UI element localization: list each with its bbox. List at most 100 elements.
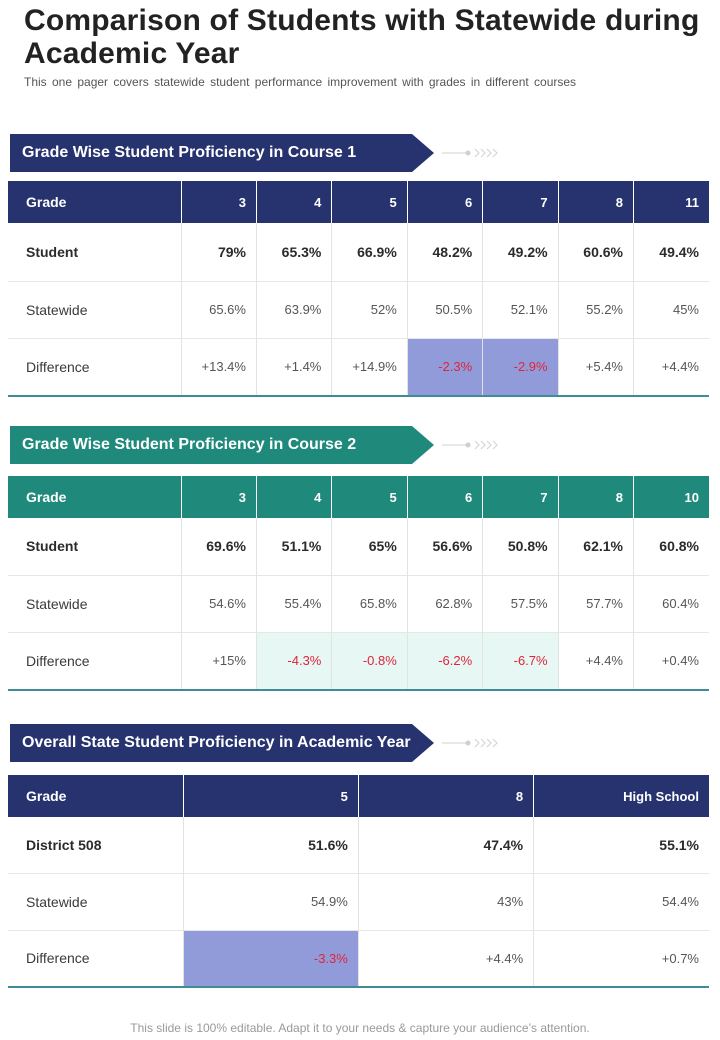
overall-arrow-tip xyxy=(412,724,434,762)
table-cell: 54.4% xyxy=(533,873,709,931)
table-cell: 62.8% xyxy=(407,575,484,633)
table-cell: 79% xyxy=(181,223,257,282)
table-cell: 65.8% xyxy=(331,575,408,633)
row-label: Difference xyxy=(8,930,184,988)
table-cell: 65% xyxy=(331,518,408,576)
table-cell: 55.2% xyxy=(558,281,635,339)
overall-heading: Overall State Student Proficiency in Aca… xyxy=(10,724,412,762)
header-cell: 6 xyxy=(407,181,484,223)
header-cell: 5 xyxy=(183,775,359,817)
table-row: Student 79% 65.3% 66.9% 48.2% 49.2% 60.6… xyxy=(8,223,709,282)
table-row: Statewide 54.6% 55.4% 65.8% 62.8% 57.5% … xyxy=(8,575,709,633)
table-cell: +4.4% xyxy=(358,930,535,988)
table-cell: 54.6% xyxy=(181,575,257,633)
header-cell: 11 xyxy=(633,181,709,223)
chevrons-right-icon xyxy=(442,440,498,450)
table-cell: 51.1% xyxy=(256,518,333,576)
table-cell: 60.6% xyxy=(558,223,635,282)
footer-note: This slide is 100% editable. Adapt it to… xyxy=(130,1021,590,1035)
table-cell: 69.6% xyxy=(181,518,257,576)
header-cell: 8 xyxy=(558,181,635,223)
table-row: Difference -3.3% +4.4% +0.7% xyxy=(8,930,709,988)
table-cell: +4.4% xyxy=(558,632,635,691)
header-cell: 5 xyxy=(331,476,408,518)
table-cell-negative: -6.2% xyxy=(407,632,484,691)
table-cell: 62.1% xyxy=(558,518,635,576)
table-header-row: Grade 5 8 High School xyxy=(8,775,709,817)
page-subtitle: This one pager covers statewide student … xyxy=(24,75,577,89)
table-cell: 65.3% xyxy=(256,223,333,282)
row-label: District 508 xyxy=(8,817,184,874)
page-title: Comparison of Students with Statewide du… xyxy=(24,4,700,70)
header-cell: 5 xyxy=(331,181,408,223)
header-cell: Grade xyxy=(8,775,184,817)
table-cell: +13.4% xyxy=(181,338,257,397)
table-cell: 56.6% xyxy=(407,518,484,576)
table-cell: 47.4% xyxy=(358,817,535,874)
header-cell: 10 xyxy=(633,476,709,518)
table-cell: 63.9% xyxy=(256,281,333,339)
header-cell: 7 xyxy=(482,181,559,223)
course1-arrow-tip xyxy=(412,134,434,172)
header-cell: High School xyxy=(533,775,709,817)
header-cell: 3 xyxy=(181,476,257,518)
table-row: Student 69.6% 51.1% 65% 56.6% 50.8% 62.1… xyxy=(8,518,709,576)
row-label: Statewide xyxy=(8,575,182,633)
course2-heading: Grade Wise Student Proficiency in Course… xyxy=(10,426,412,464)
table-row: Difference +13.4% +1.4% +14.9% -2.3% -2.… xyxy=(8,338,709,397)
header-cell: 3 xyxy=(181,181,257,223)
table-cell: +1.4% xyxy=(256,338,333,397)
table-cell: 48.2% xyxy=(407,223,484,282)
table-cell: +5.4% xyxy=(558,338,635,397)
header-cell: 7 xyxy=(482,476,559,518)
table-cell: 57.5% xyxy=(482,575,559,633)
table-cell-negative: -2.9% xyxy=(482,338,559,397)
table-cell: +0.7% xyxy=(533,930,709,988)
table-cell: 55.1% xyxy=(533,817,709,874)
header-cell: Grade xyxy=(8,476,182,518)
table-cell-negative: -0.8% xyxy=(331,632,408,691)
course2-arrow-tip xyxy=(412,426,434,464)
header-cell: Grade xyxy=(8,181,182,223)
row-label: Difference xyxy=(8,632,182,691)
overall-table: Grade 5 8 High School District 508 51.6%… xyxy=(8,775,709,988)
header-cell: 6 xyxy=(407,476,484,518)
row-label: Student xyxy=(8,223,182,282)
table-header-row: Grade 3 4 5 6 7 8 11 xyxy=(8,181,709,223)
table-cell: 52% xyxy=(331,281,408,339)
header-cell: 8 xyxy=(558,476,635,518)
table-row: District 508 51.6% 47.4% 55.1% xyxy=(8,817,709,874)
table-cell-negative: -3.3% xyxy=(183,930,359,988)
table-cell: 52.1% xyxy=(482,281,559,339)
table-cell: 43% xyxy=(358,873,535,931)
table-cell: +15% xyxy=(181,632,257,691)
table-cell: 51.6% xyxy=(183,817,359,874)
table-cell: 60.8% xyxy=(633,518,709,576)
table-cell: 50.8% xyxy=(482,518,559,576)
table-cell: +0.4% xyxy=(633,632,709,691)
course1-heading: Grade Wise Student Proficiency in Course… xyxy=(10,134,412,172)
table-cell: 57.7% xyxy=(558,575,635,633)
table-cell-negative: -4.3% xyxy=(256,632,333,691)
table-cell: 49.4% xyxy=(633,223,709,282)
table-cell: 45% xyxy=(633,281,709,339)
table-cell: 65.6% xyxy=(181,281,257,339)
table-cell-negative: -2.3% xyxy=(407,338,484,397)
table-cell: 60.4% xyxy=(633,575,709,633)
header-cell: 4 xyxy=(256,181,333,223)
course2-table: Grade 3 4 5 6 7 8 10 Student 69.6% 51.1%… xyxy=(8,476,709,691)
table-cell: +4.4% xyxy=(633,338,709,397)
header-cell: 4 xyxy=(256,476,333,518)
header-cell: 8 xyxy=(358,775,535,817)
table-row: Statewide 54.9% 43% 54.4% xyxy=(8,873,709,931)
table-cell: 50.5% xyxy=(407,281,484,339)
table-row: Statewide 65.6% 63.9% 52% 50.5% 52.1% 55… xyxy=(8,281,709,339)
course1-table: Grade 3 4 5 6 7 8 11 Student 79% 65.3% 6… xyxy=(8,181,709,397)
table-row: Difference +15% -4.3% -0.8% -6.2% -6.7% … xyxy=(8,632,709,691)
chevrons-right-icon xyxy=(442,738,498,748)
table-cell: 66.9% xyxy=(331,223,408,282)
table-cell: 55.4% xyxy=(256,575,333,633)
row-label: Difference xyxy=(8,338,182,397)
row-label: Statewide xyxy=(8,281,182,339)
table-cell: +14.9% xyxy=(331,338,408,397)
